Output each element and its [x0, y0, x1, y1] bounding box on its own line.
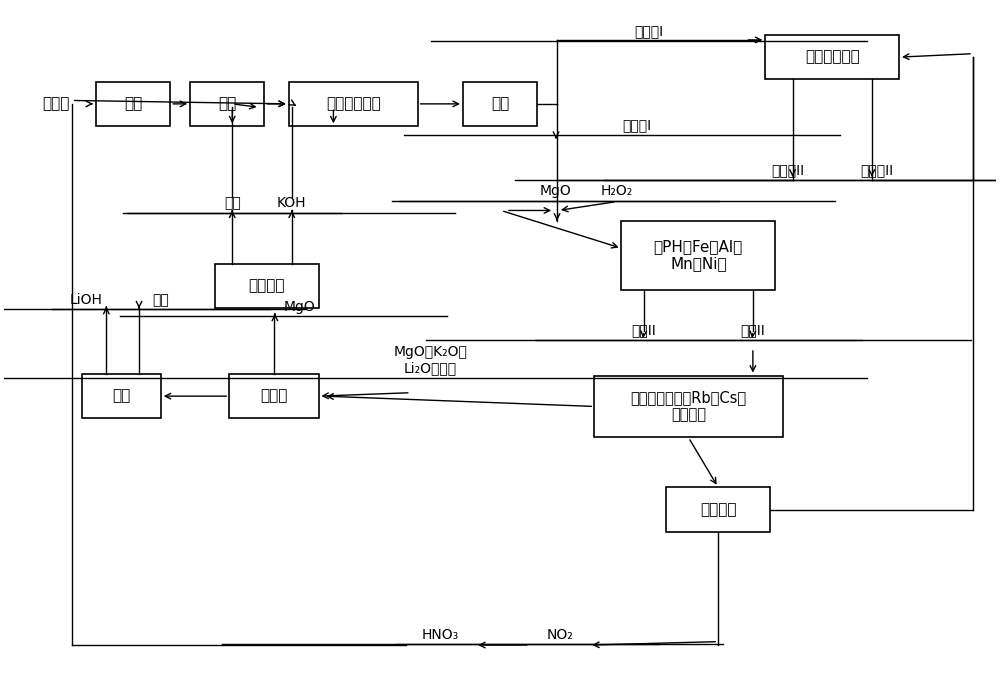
Text: 母液: 母液	[152, 293, 169, 307]
Text: 浸出液I: 浸出液I	[622, 118, 651, 132]
Text: 煅烧: 煅烧	[218, 96, 236, 111]
Text: 滤液II: 滤液II	[740, 324, 765, 338]
Bar	[229, 374, 319, 418]
Text: 浓缩结晶: 浓缩结晶	[249, 278, 285, 294]
Text: 硝酸二次浸出: 硝酸二次浸出	[805, 49, 860, 65]
Text: 浸出液II: 浸出液II	[771, 164, 804, 177]
Text: 硝酸一次浸出: 硝酸一次浸出	[326, 96, 381, 111]
Bar	[289, 81, 418, 126]
Bar	[666, 487, 770, 532]
Text: 母液: 母液	[224, 196, 241, 210]
Text: 浓缩煅烧: 浓缩煅烧	[700, 502, 736, 517]
Text: 滤渣II: 滤渣II	[631, 324, 656, 338]
Text: LiOH: LiOH	[70, 293, 103, 307]
Bar	[190, 81, 264, 126]
Text: KOH: KOH	[277, 196, 307, 210]
Bar	[96, 81, 170, 126]
Text: 水溶解: 水溶解	[260, 388, 288, 404]
Text: 锂辉石: 锂辉石	[42, 96, 69, 111]
Bar	[594, 376, 783, 437]
Text: MgO: MgO	[284, 299, 316, 314]
Text: MgO: MgO	[540, 184, 571, 198]
Text: 浸出渣II: 浸出渣II	[860, 164, 893, 177]
Text: NO₂: NO₂	[546, 628, 573, 642]
Text: MgO、K₂O、
Li₂O混合物: MgO、K₂O、 Li₂O混合物	[394, 345, 468, 376]
Bar	[215, 264, 319, 308]
Bar	[463, 81, 537, 126]
Text: 结晶: 结晶	[112, 388, 130, 404]
Text: H₂O₂: H₂O₂	[601, 184, 633, 198]
Bar	[82, 374, 161, 418]
Text: 浸出渣I: 浸出渣I	[634, 24, 663, 38]
Text: 调PH除Fe、Al、
Mn、Ni等: 调PH除Fe、Al、 Mn、Ni等	[654, 239, 743, 271]
Bar	[765, 35, 899, 79]
Text: 过滤: 过滤	[491, 96, 509, 111]
Text: HNO₃: HNO₃	[422, 628, 459, 642]
Bar	[621, 221, 775, 290]
Text: 球磨: 球磨	[124, 96, 142, 111]
Text: 萃取分离法分离Rb、Cs等
有色金属: 萃取分离法分离Rb、Cs等 有色金属	[630, 390, 746, 422]
